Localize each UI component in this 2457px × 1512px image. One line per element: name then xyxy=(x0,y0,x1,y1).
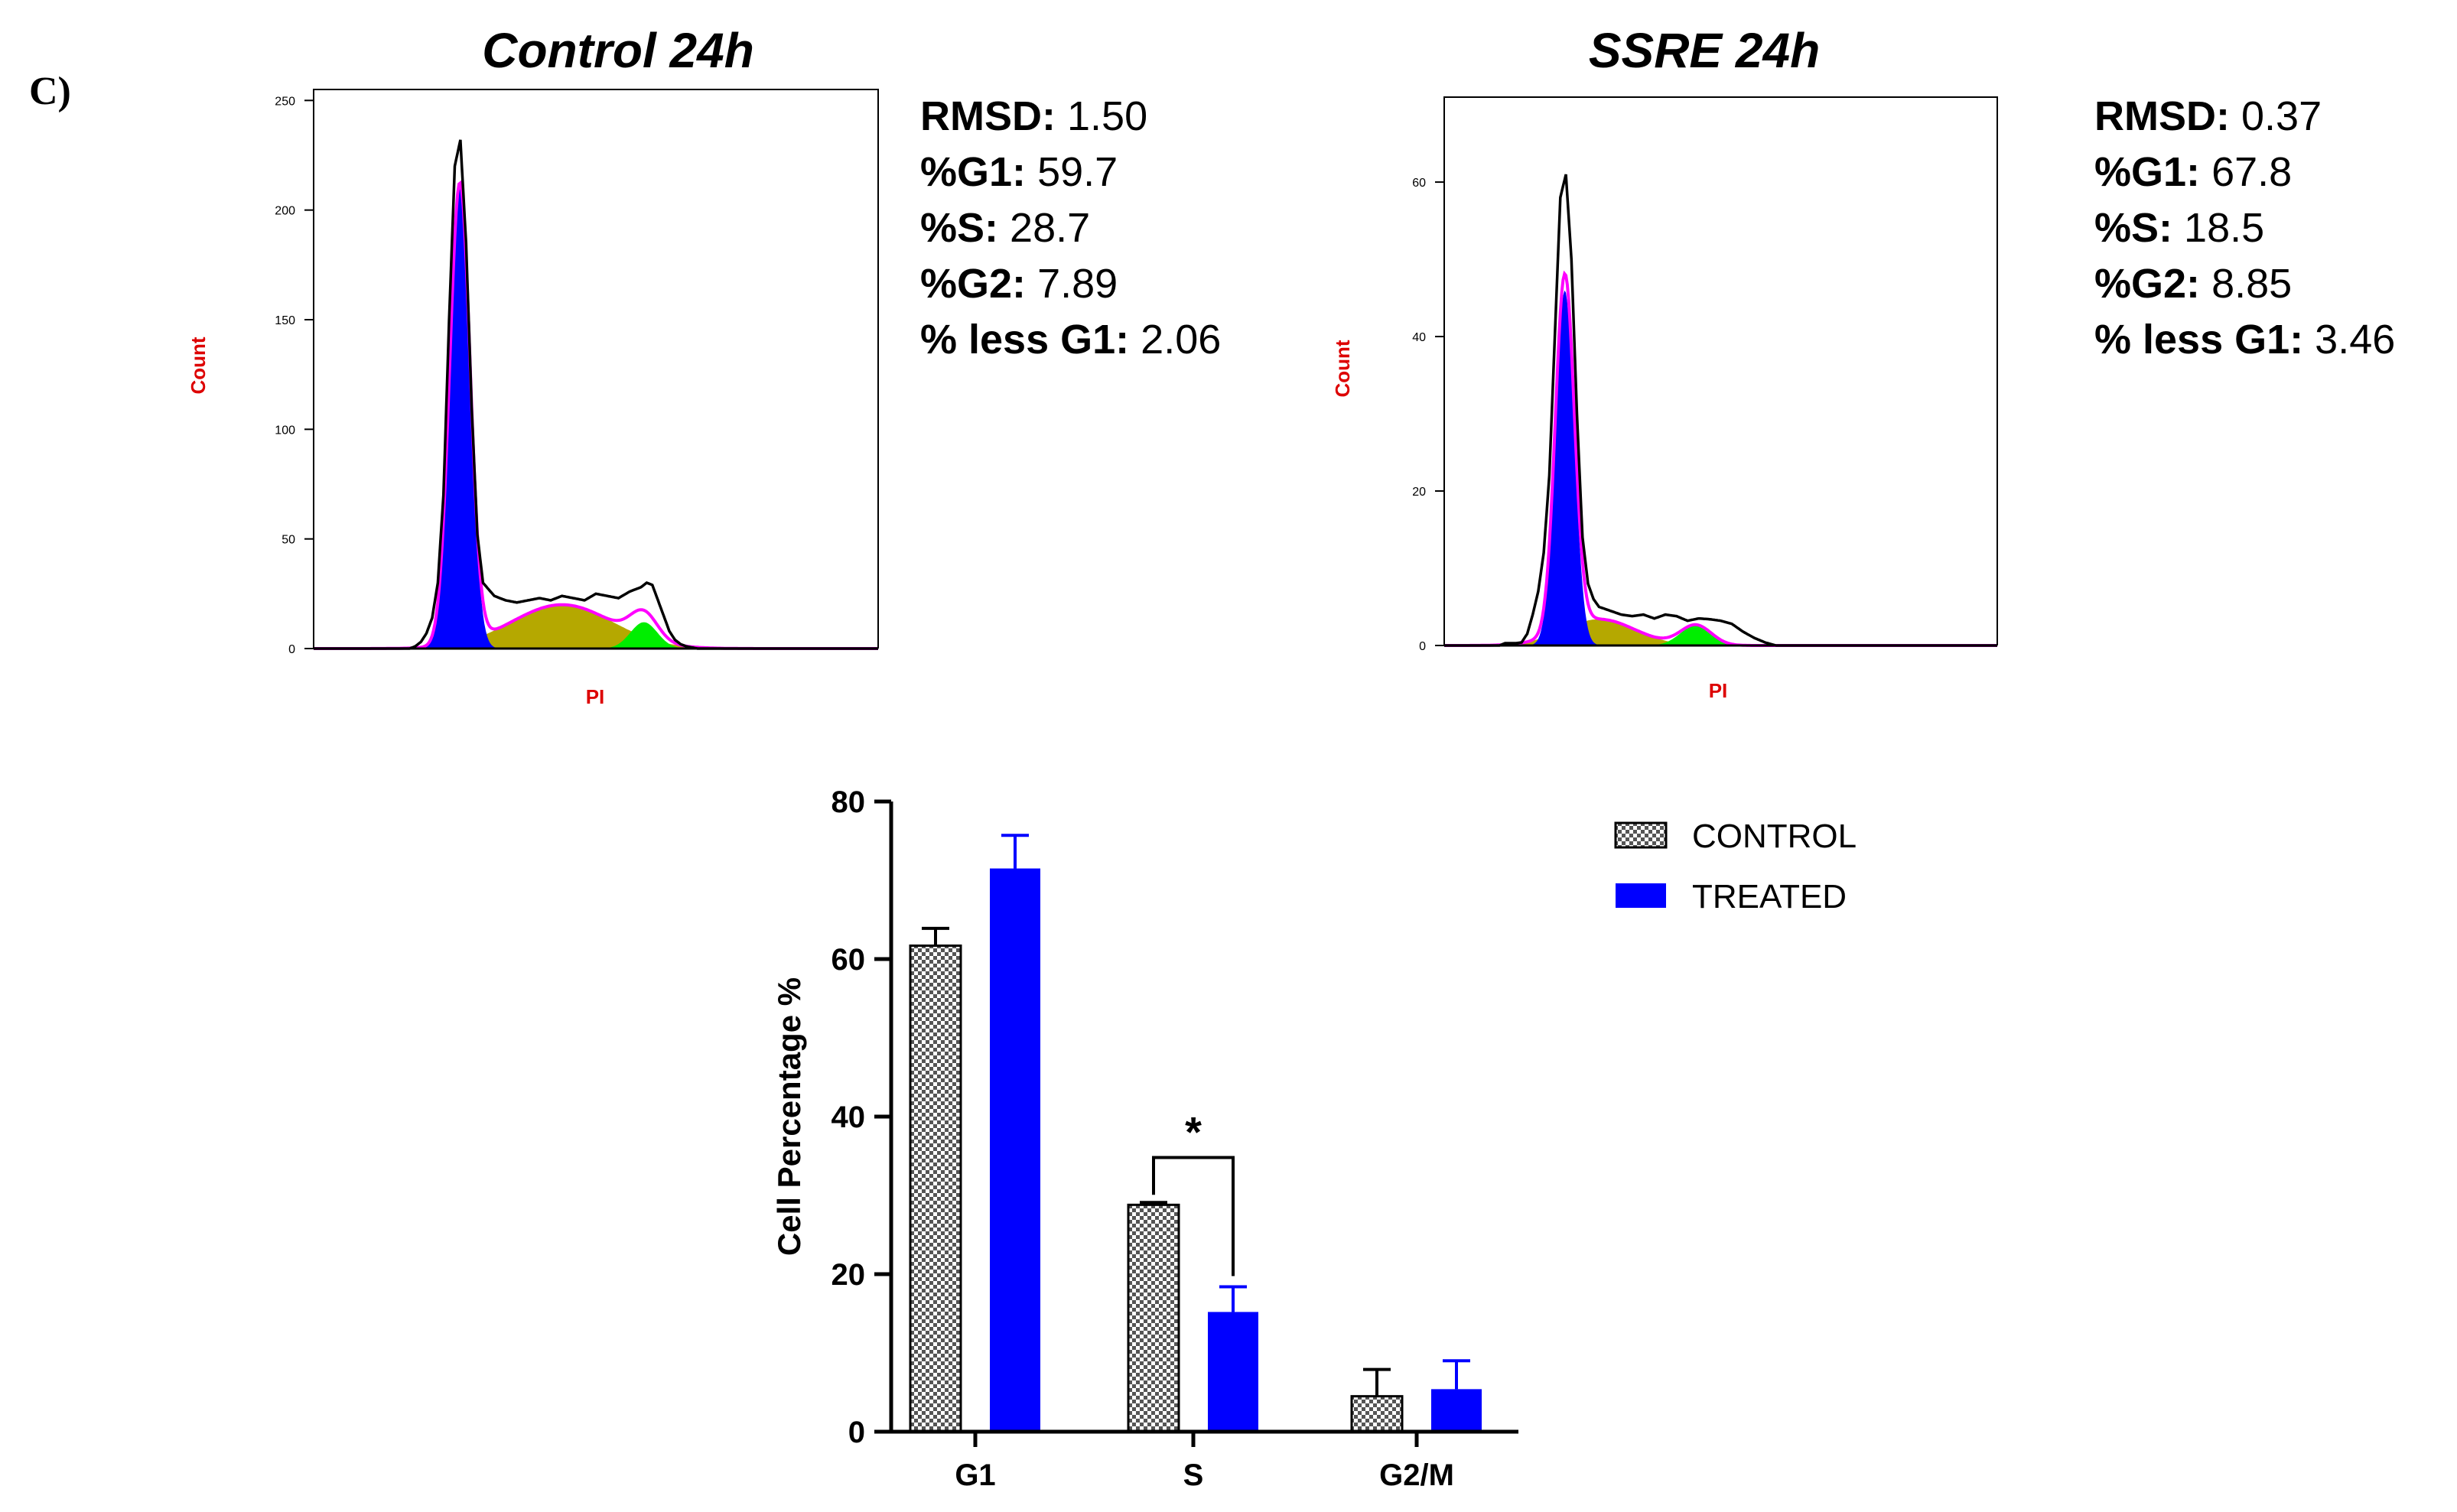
stat-value: 28.7 xyxy=(1010,205,1090,251)
y-tick-label: 60 xyxy=(831,943,866,977)
histogram-control-24h: Control 24h 0 50 100 150 200 250 Count PI RMS… xyxy=(187,23,1221,708)
x-axis-label: PI xyxy=(586,685,605,708)
bar-treated-s xyxy=(1208,1312,1258,1432)
bar-treated-g1 xyxy=(990,868,1040,1432)
histogram-ssre-24h: SSRE 24h 0 20 40 60 Count PI RMSD: 0.37 %G1… xyxy=(1331,23,2395,702)
x-axis-label: PI xyxy=(1709,679,1728,702)
y-tick-label: 0 xyxy=(288,643,295,656)
stat-g2: %G2: 8.85 xyxy=(2094,261,2292,307)
stat-s: %S: 28.7 xyxy=(920,205,1090,251)
histogram-g1-fill xyxy=(1444,290,1997,645)
histogram-fit-curve xyxy=(314,180,878,650)
y-tick-label: 20 xyxy=(831,1258,866,1292)
histogram-title: Control 24h xyxy=(482,23,754,78)
panel-label: C) xyxy=(29,70,71,113)
y-tick-label: 250 xyxy=(275,95,295,108)
bar-chart-cell-cycle: * 0 20 40 60 80 G1 S G2/M Cell Percentage % CONT… xyxy=(771,785,1857,1492)
stat-key: %G1: xyxy=(920,149,1026,195)
x-tick-label: S xyxy=(1183,1458,1204,1492)
stat-key: RMSD: xyxy=(920,93,1056,139)
stat-key: % less G1: xyxy=(2094,317,2303,363)
stat-key: RMSD: xyxy=(2094,93,2230,139)
stat-key: %G1: xyxy=(2094,149,2200,195)
y-tick-label: 20 xyxy=(1412,486,1426,499)
bar-treated-g2m xyxy=(1431,1389,1482,1432)
stat-s: %S: 18.5 xyxy=(2094,205,2264,251)
y-axis-label: Count xyxy=(187,337,210,394)
stat-key: %G2: xyxy=(920,261,1026,307)
x-tick-label: G2/M xyxy=(1379,1458,1454,1492)
stat-g1: %G1: 59.7 xyxy=(920,149,1118,195)
stat-rmsd: RMSD: 0.37 xyxy=(2094,93,2322,139)
stat-value: 18.5 xyxy=(2184,205,2264,251)
histogram-frame xyxy=(313,89,879,649)
stat-key: %S: xyxy=(2094,205,2172,251)
histogram-data-line xyxy=(314,139,878,650)
stat-less-g1: % less G1: 2.06 xyxy=(920,317,1221,363)
legend-swatch-treated xyxy=(1616,883,1666,908)
legend-label-treated: TREATED xyxy=(1692,878,1847,915)
bar-control-s xyxy=(1127,1203,1180,1433)
stat-value: 8.85 xyxy=(2211,261,2292,307)
stat-value: 2.06 xyxy=(1141,317,1221,363)
y-axis-label: Count xyxy=(1331,340,1354,397)
significance-bracket xyxy=(1152,1156,1235,1276)
stat-rmsd: RMSD: 1.50 xyxy=(920,93,1147,139)
y-tick-label: 150 xyxy=(275,314,295,327)
x-tick-label: G1 xyxy=(955,1458,995,1492)
y-tick-label: 0 xyxy=(1419,640,1426,653)
y-tick-label: 200 xyxy=(275,205,295,218)
stat-value: 3.46 xyxy=(2315,317,2395,363)
significance-marker: * xyxy=(1185,1108,1202,1156)
stat-key: % less G1: xyxy=(920,317,1129,363)
histogram-s-phase-fill xyxy=(314,604,878,649)
y-tick-label: 0 xyxy=(848,1416,865,1449)
stat-value: 59.7 xyxy=(1037,149,1118,195)
y-tick-label: 60 xyxy=(1412,177,1426,190)
histogram-plot-area: 0 20 40 60 xyxy=(1412,96,1998,653)
stat-value: 0.37 xyxy=(2241,93,2322,139)
bar-plot-area: * 0 20 40 60 80 G1 S G2/M xyxy=(831,785,1518,1492)
legend-label-control: CONTROL xyxy=(1692,818,1857,855)
histogram-title: SSRE 24h xyxy=(1589,23,1820,78)
stats-block: RMSD: 0.37 %G1: 67.8 %S: 18.5 %G2: 8.85 … xyxy=(2094,93,2395,363)
bar-control-g1 xyxy=(909,944,962,1433)
legend: CONTROL TREATED xyxy=(1614,818,1857,915)
histogram-g1-fill xyxy=(314,188,878,649)
y-tick-label: 40 xyxy=(1412,331,1426,344)
stat-g1: %G1: 67.8 xyxy=(2094,149,2292,195)
y-axis-label: Cell Percentage % xyxy=(771,977,807,1256)
bar-control-g2m xyxy=(1350,1395,1404,1433)
histogram-fit-curve xyxy=(1444,270,1997,647)
stat-key: %G2: xyxy=(2094,261,2200,307)
stat-less-g1: % less G1: 3.46 xyxy=(2094,317,2395,363)
stat-value: 1.50 xyxy=(1067,93,1147,139)
y-tick-label: 100 xyxy=(275,424,295,437)
histogram-plot-area: 0 50 100 150 200 250 xyxy=(275,89,879,656)
legend-swatch-control xyxy=(1614,821,1668,849)
stat-value: 67.8 xyxy=(2211,149,2292,195)
stat-value: 7.89 xyxy=(1037,261,1118,307)
stats-block: RMSD: 1.50 %G1: 59.7 %S: 28.7 %G2: 7.89 … xyxy=(920,93,1221,363)
y-tick-label: 80 xyxy=(831,785,866,819)
y-tick-label: 40 xyxy=(831,1101,866,1134)
stat-g2: %G2: 7.89 xyxy=(920,261,1118,307)
stat-key: %S: xyxy=(920,205,998,251)
histogram-frame xyxy=(1443,96,1998,645)
y-tick-label: 50 xyxy=(281,534,295,547)
histogram-data-line xyxy=(1444,174,1997,647)
